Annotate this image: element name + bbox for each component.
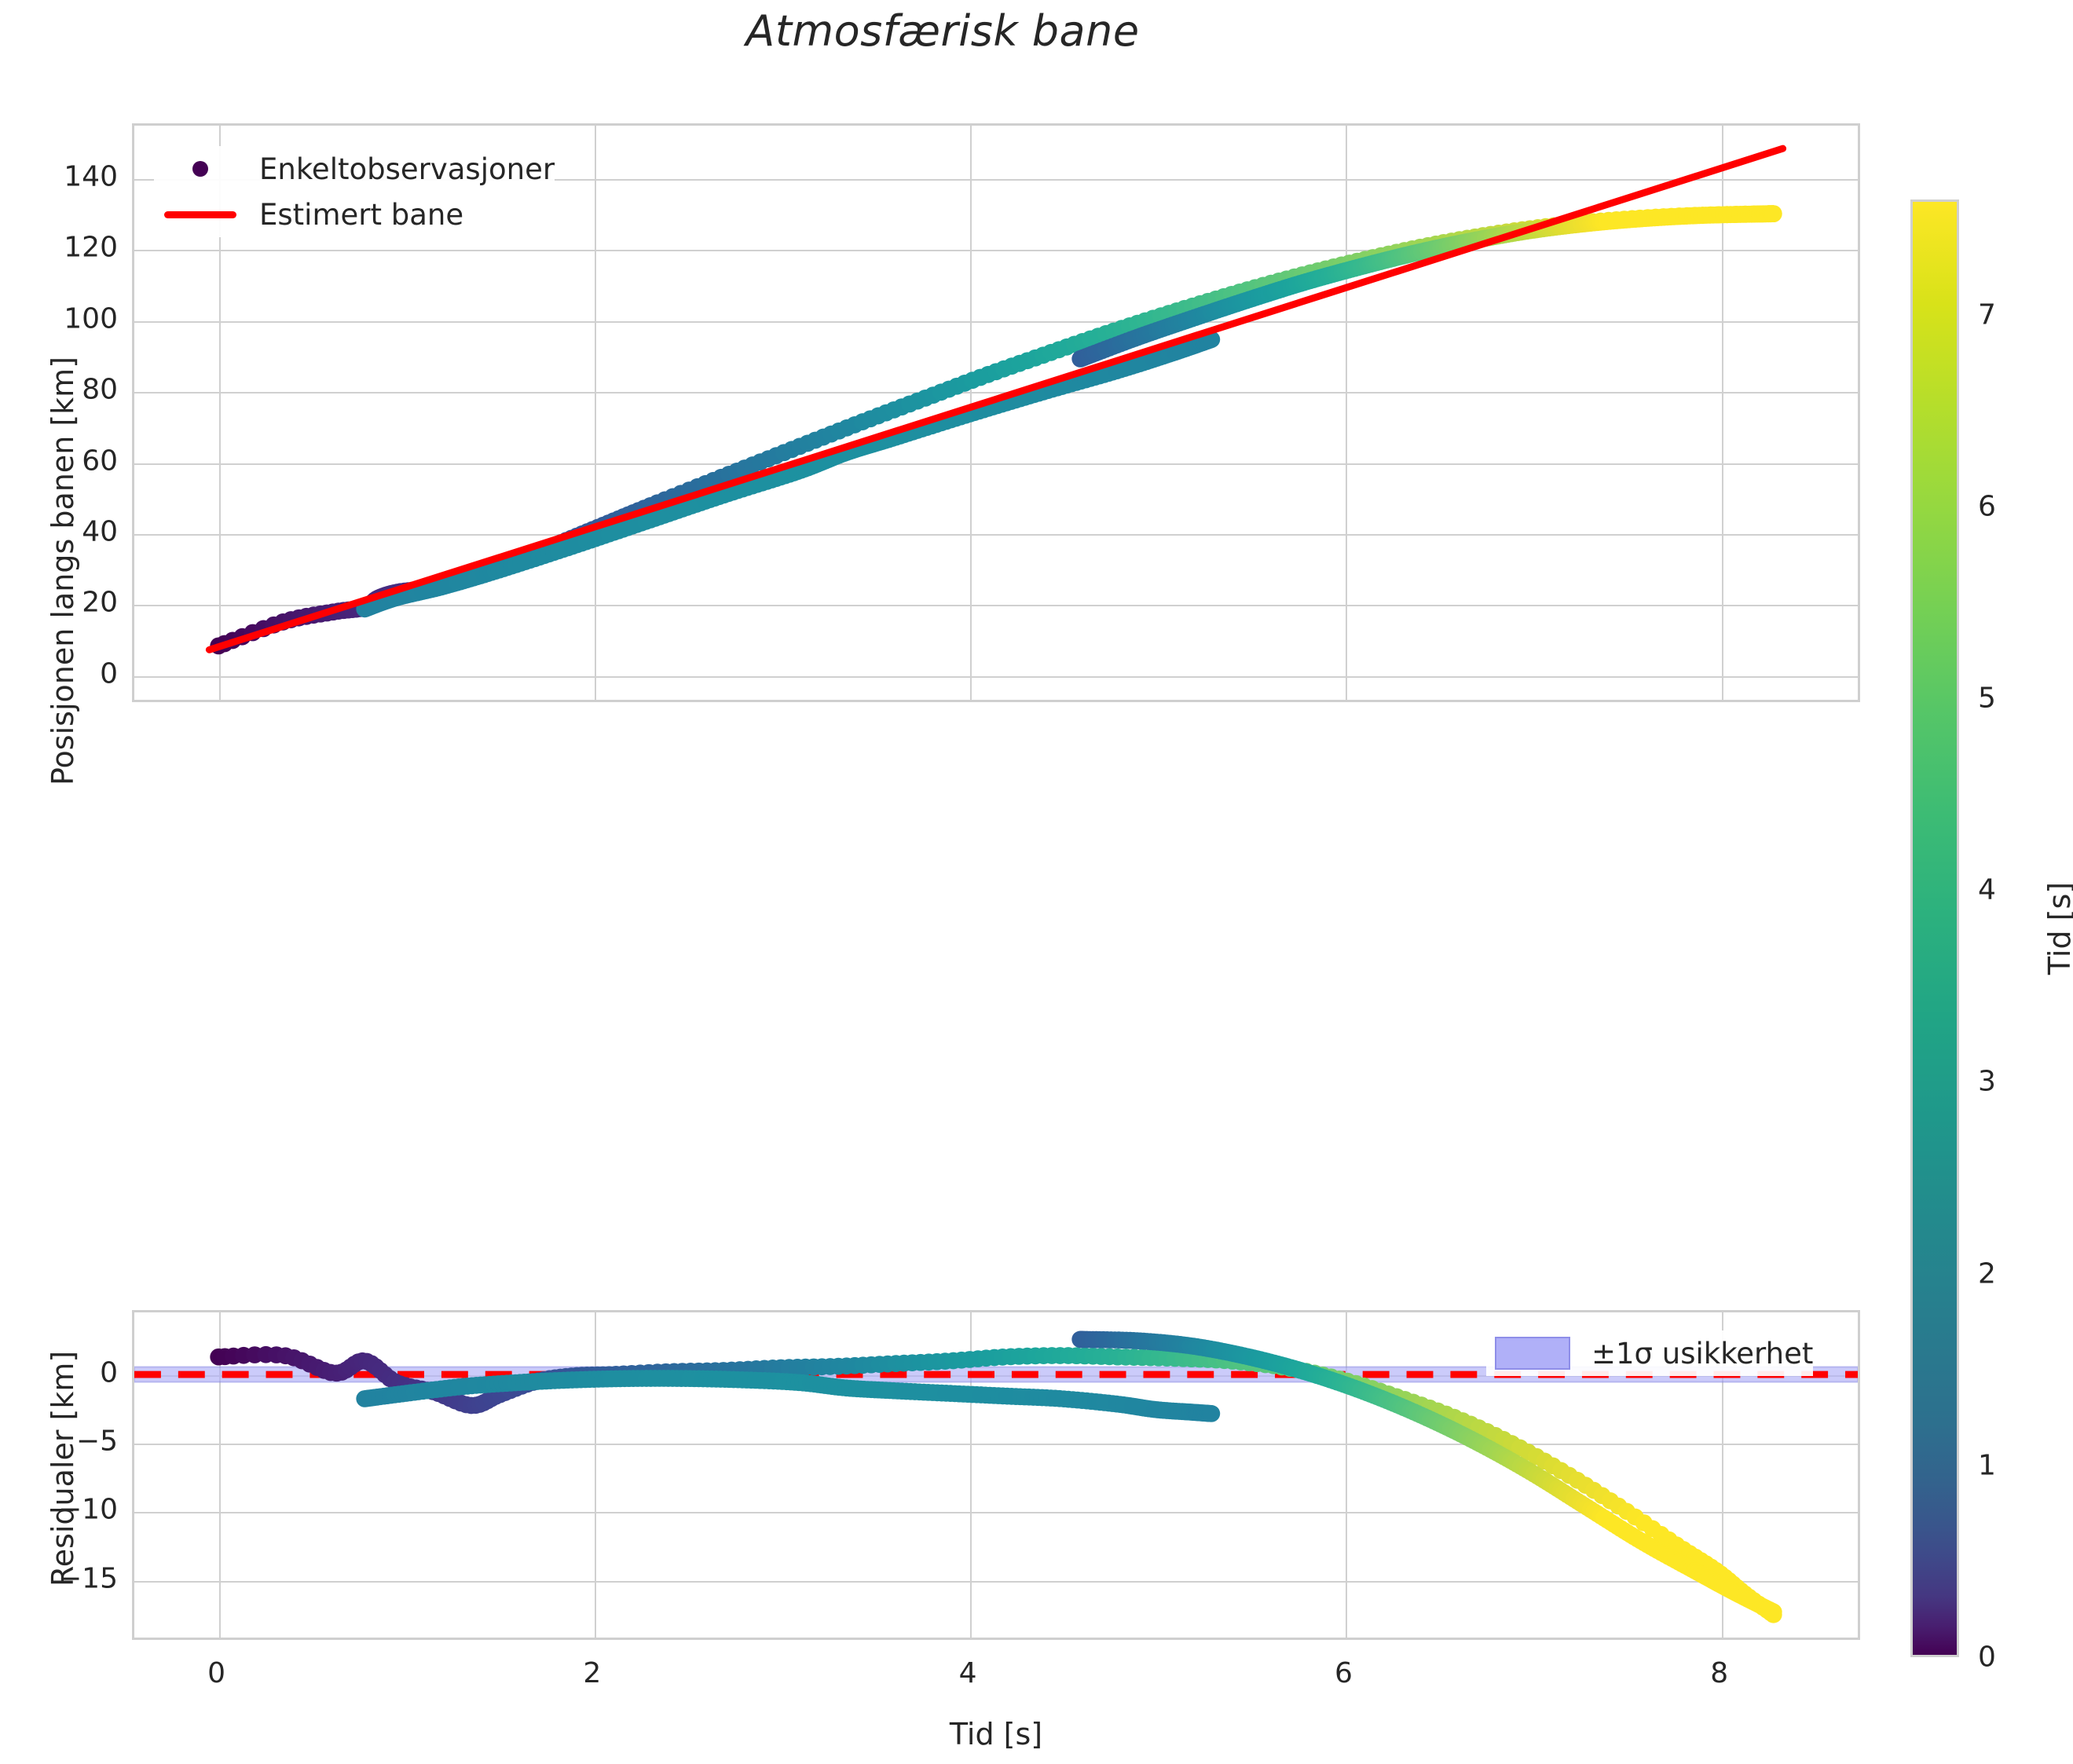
main-y-axis-label: Posisjonen langs banen [km] xyxy=(46,356,80,785)
y-tick-label: 0 xyxy=(100,1356,118,1389)
y-tick-label: −10 xyxy=(58,1493,118,1526)
gridline-horizontal xyxy=(134,392,1858,394)
residual-data-layer xyxy=(134,1312,1858,1638)
y-tick-label: 140 xyxy=(64,160,118,193)
colorbar-tick-label: 5 xyxy=(1978,682,1996,715)
residual-scatter-canvas xyxy=(134,1330,1858,1623)
legend-label-observations: Enkeltobservasjoner xyxy=(259,152,555,186)
legend-entry-observations: Enkeltobservasjoner xyxy=(154,146,555,192)
gridline-vertical xyxy=(218,126,221,700)
gridline-horizontal xyxy=(134,250,1858,252)
gridline-horizontal xyxy=(134,675,1858,678)
x-tick-label: 0 xyxy=(207,1657,226,1689)
gridline-horizontal xyxy=(134,533,1858,536)
x-tick-label: 6 xyxy=(1334,1657,1353,1689)
y-tick-label: 20 xyxy=(82,586,118,619)
gridline-vertical xyxy=(594,1312,596,1638)
sigma-band-swatch-icon xyxy=(1486,1337,1579,1370)
gridline-horizontal xyxy=(134,463,1858,465)
residual-track-C xyxy=(1071,1330,1782,1621)
gridline-vertical xyxy=(1346,126,1348,700)
residual-track-B xyxy=(356,1370,1221,1422)
y-tick-label: 120 xyxy=(64,231,118,264)
legend-entry-sigma: ±1σ usikkerhet xyxy=(1486,1330,1813,1376)
gridline-horizontal xyxy=(134,605,1858,607)
legend-entry-fit: Estimert bane xyxy=(154,192,555,237)
data-point xyxy=(1764,1603,1782,1621)
main-scatter-canvas xyxy=(205,145,1787,655)
gridline-horizontal xyxy=(134,1512,1858,1514)
main-legend: Enkeltobservasjoner Estimert bane xyxy=(154,146,555,237)
colorbar: 7 6 5 4 3 2 1 0 Tid [s] xyxy=(1910,199,2073,1674)
scatter-track-B xyxy=(356,331,1221,618)
line-swatch-icon xyxy=(154,210,247,218)
gridline-vertical xyxy=(594,126,596,700)
residual-y-axis-label: Residualer [km] xyxy=(46,1350,80,1587)
colorbar-tick-label: 3 xyxy=(1978,1065,1996,1098)
gridline-vertical xyxy=(970,1312,972,1638)
scatter-dot-icon xyxy=(154,161,247,177)
data-point xyxy=(1203,1404,1221,1422)
colorbar-gradient xyxy=(1910,199,1959,1657)
x-tick-label: 4 xyxy=(958,1657,977,1689)
residual-legend: ±1σ usikkerhet xyxy=(1486,1330,1814,1376)
y-tick-label: 100 xyxy=(64,302,118,335)
data-point xyxy=(1764,205,1782,223)
colorbar-tick-label: 6 xyxy=(1978,490,1996,523)
main-plot-axes xyxy=(132,123,1860,702)
legend-label-fit: Estimert bane xyxy=(259,197,464,232)
colorbar-axis-label: Tid [s] xyxy=(2042,881,2073,975)
page-title: Atmosfærisk bane xyxy=(745,6,1140,56)
y-tick-label: 0 xyxy=(100,657,118,690)
gridline-horizontal xyxy=(134,178,1858,181)
residual-x-axis-label: Tid [s] xyxy=(949,1717,1043,1751)
gridline-vertical xyxy=(1721,126,1723,700)
gridline-vertical xyxy=(218,1312,221,1638)
colorbar-tick-label: 0 xyxy=(1978,1641,1996,1674)
y-tick-label: −15 xyxy=(58,1562,118,1595)
y-tick-label: 40 xyxy=(82,515,118,548)
main-data-layer xyxy=(134,126,1858,700)
gridline-vertical xyxy=(1346,1312,1348,1638)
gridline-vertical xyxy=(1721,1312,1723,1638)
y-tick-label: 60 xyxy=(82,445,118,478)
x-tick-label: 2 xyxy=(583,1657,602,1689)
colorbar-tick-label: 7 xyxy=(1978,298,1996,331)
gridline-horizontal xyxy=(134,320,1858,323)
y-tick-label: 80 xyxy=(82,373,118,406)
colorbar-tick-label: 2 xyxy=(1978,1257,1996,1290)
legend-label-sigma: ±1σ usikkerhet xyxy=(1591,1336,1814,1371)
x-tick-label: 8 xyxy=(1710,1657,1729,1689)
residual-plot-axes xyxy=(132,1310,1860,1640)
fit-line xyxy=(205,145,1787,653)
colorbar-tick-label: 4 xyxy=(1978,873,1996,906)
gridline-horizontal xyxy=(134,1580,1858,1583)
gridline-horizontal xyxy=(134,1444,1858,1446)
colorbar-tick-label: 1 xyxy=(1978,1449,1996,1482)
y-tick-label: −5 xyxy=(75,1425,118,1458)
